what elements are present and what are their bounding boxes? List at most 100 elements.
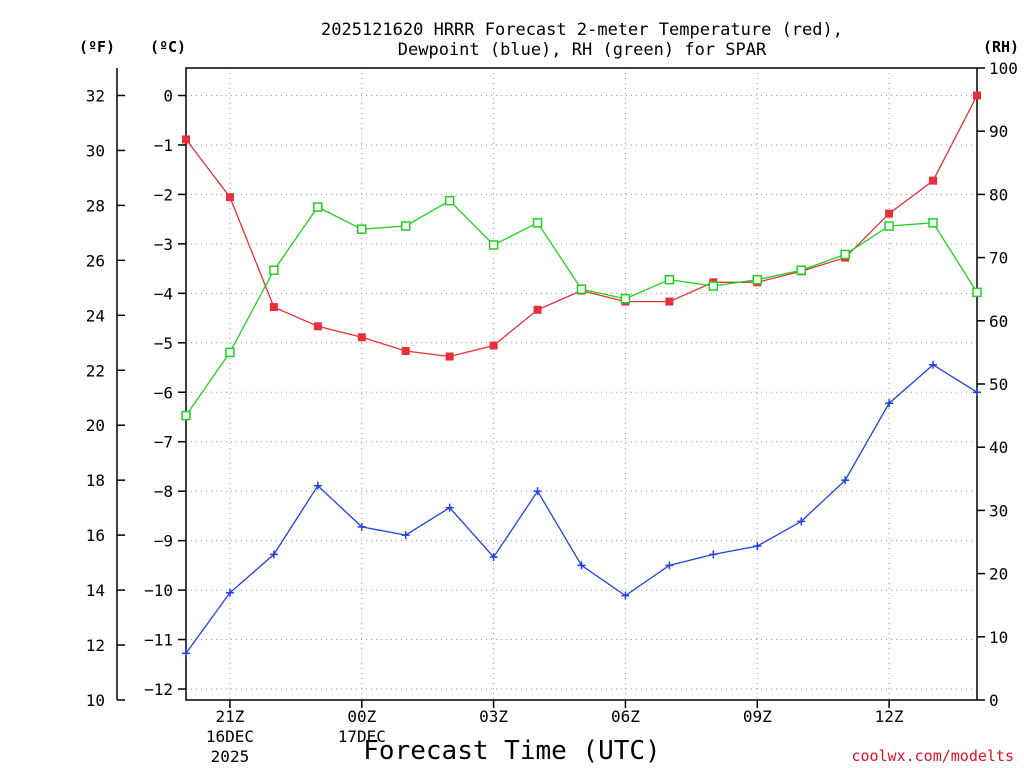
- c-tick-label: −5: [154, 334, 173, 353]
- x-tick-sublabel: 16DEC: [206, 727, 254, 746]
- point-rh: [972, 287, 982, 298]
- unit-fahrenheit: (ºF): [79, 38, 115, 56]
- x-tick-label: 09Z: [743, 707, 772, 726]
- point-dewpoint: [313, 481, 322, 490]
- chart-title-line-1: 2025121620 HRRR Forecast 2-meter Tempera…: [321, 20, 843, 40]
- c-tick-label: −12: [144, 680, 173, 699]
- point-dewpoint: [621, 591, 630, 600]
- point-rh: [576, 284, 587, 294]
- point-rh: [269, 265, 279, 275]
- plot-frame: [185, 67, 978, 701]
- rh-tick-label: 50: [989, 375, 1008, 394]
- x-tick-label: 21Z: [215, 707, 244, 726]
- rh-tick-label: 80: [989, 185, 1008, 204]
- c-tick-label: −6: [154, 383, 173, 402]
- point-dewpoint: [225, 588, 234, 597]
- point-rh: [225, 347, 235, 358]
- f-tick-label: 20: [86, 416, 105, 435]
- point-temperature: [929, 176, 938, 185]
- c-tick-label: −9: [154, 532, 173, 551]
- credit-text: coolwx.com/modelts: [851, 747, 1014, 765]
- unit-celsius: (ºC): [150, 38, 186, 56]
- point-rh: [796, 265, 806, 275]
- f-tick-label: 10: [86, 691, 105, 710]
- point-dewpoint: [709, 550, 718, 559]
- f-tick-label: 14: [86, 581, 105, 600]
- point-rh: [532, 218, 543, 228]
- point-rh: [620, 293, 631, 304]
- x-tick-label: 03Z: [479, 707, 508, 726]
- f-tick-label: 26: [86, 251, 105, 270]
- point-temperature: [489, 341, 498, 350]
- f-tick-label: 16: [86, 526, 105, 545]
- point-dewpoint: [665, 561, 674, 570]
- point-rh: [313, 202, 323, 212]
- point-dewpoint: [973, 388, 981, 397]
- point-dewpoint: [489, 553, 498, 562]
- point-dewpoint: [533, 487, 542, 496]
- point-dewpoint: [269, 550, 278, 559]
- point-temperature: [973, 91, 981, 100]
- rh-tick-label: 70: [989, 249, 1008, 268]
- grid-lines: [186, 68, 977, 700]
- rh-tick-label: 40: [989, 438, 1008, 457]
- point-dewpoint: [797, 517, 806, 526]
- point-rh: [488, 240, 499, 250]
- series-line-rh: [185, 199, 978, 416]
- point-rh: [181, 410, 191, 421]
- point-rh: [357, 224, 367, 234]
- point-temperature: [401, 347, 410, 356]
- rh-tick-label: 10: [989, 628, 1008, 647]
- rh-tick-label: 60: [989, 312, 1008, 331]
- x-tick-label: 12Z: [875, 707, 904, 726]
- f-tick-label: 30: [86, 141, 105, 160]
- rh-tick-label: 30: [989, 501, 1008, 520]
- f-tick-label: 18: [86, 471, 105, 490]
- point-dewpoint: [841, 476, 850, 485]
- point-temperature: [885, 209, 894, 218]
- f-tick-label: 28: [86, 196, 105, 215]
- f-tick-label: 32: [86, 86, 105, 105]
- rh-tick-label: 90: [989, 122, 1008, 141]
- point-rh: [444, 195, 455, 206]
- point-dewpoint: [577, 561, 586, 570]
- point-dewpoint: [445, 503, 454, 512]
- point-dewpoint: [753, 542, 762, 551]
- rh-tick-label: 20: [989, 565, 1008, 584]
- x-axis-label: Forecast Time (UTC): [363, 736, 660, 766]
- rh-tick-label: 100: [989, 59, 1018, 78]
- point-dewpoint: [885, 399, 894, 408]
- point-rh: [664, 274, 675, 285]
- point-temperature: [445, 352, 454, 361]
- c-tick-label: 0: [163, 86, 173, 105]
- point-rh: [928, 218, 938, 228]
- axes: 10 12 14 16 18 20 22 24 26 28 30 32 0 −1 −2 −3 −4 −5 −6 −7 −…: [86, 59, 1018, 766]
- point-rh: [840, 249, 850, 260]
- point-dewpoint: [401, 531, 410, 540]
- c-tick-label: −4: [154, 284, 173, 303]
- c-tick-label: −1: [154, 136, 173, 155]
- f-tick-label: 24: [86, 306, 105, 325]
- series-layer: [181, 91, 982, 658]
- c-tick-label: −2: [154, 185, 173, 204]
- point-rh: [884, 221, 894, 231]
- f-tick-label: 12: [86, 636, 105, 655]
- point-temperature: [357, 333, 366, 342]
- point-rh: [752, 274, 763, 285]
- point-rh: [400, 221, 411, 231]
- point-rh: [708, 281, 719, 291]
- c-tick-label: −7: [154, 433, 173, 452]
- x-tick-sublabel: 2025: [211, 747, 250, 766]
- point-temperature: [313, 322, 322, 331]
- rh-tick-label: 0: [989, 691, 999, 710]
- unit-rh: (RH): [983, 38, 1019, 56]
- c-tick-label: −3: [154, 235, 173, 254]
- point-dewpoint: [929, 360, 938, 369]
- c-tick-label: −8: [154, 482, 173, 501]
- point-temperature: [182, 135, 190, 144]
- point-dewpoint: [357, 522, 366, 531]
- x-tick-sublabel: 17DEC: [338, 727, 386, 746]
- x-tick-label: 00Z: [347, 707, 376, 726]
- point-dewpoint: [182, 649, 190, 658]
